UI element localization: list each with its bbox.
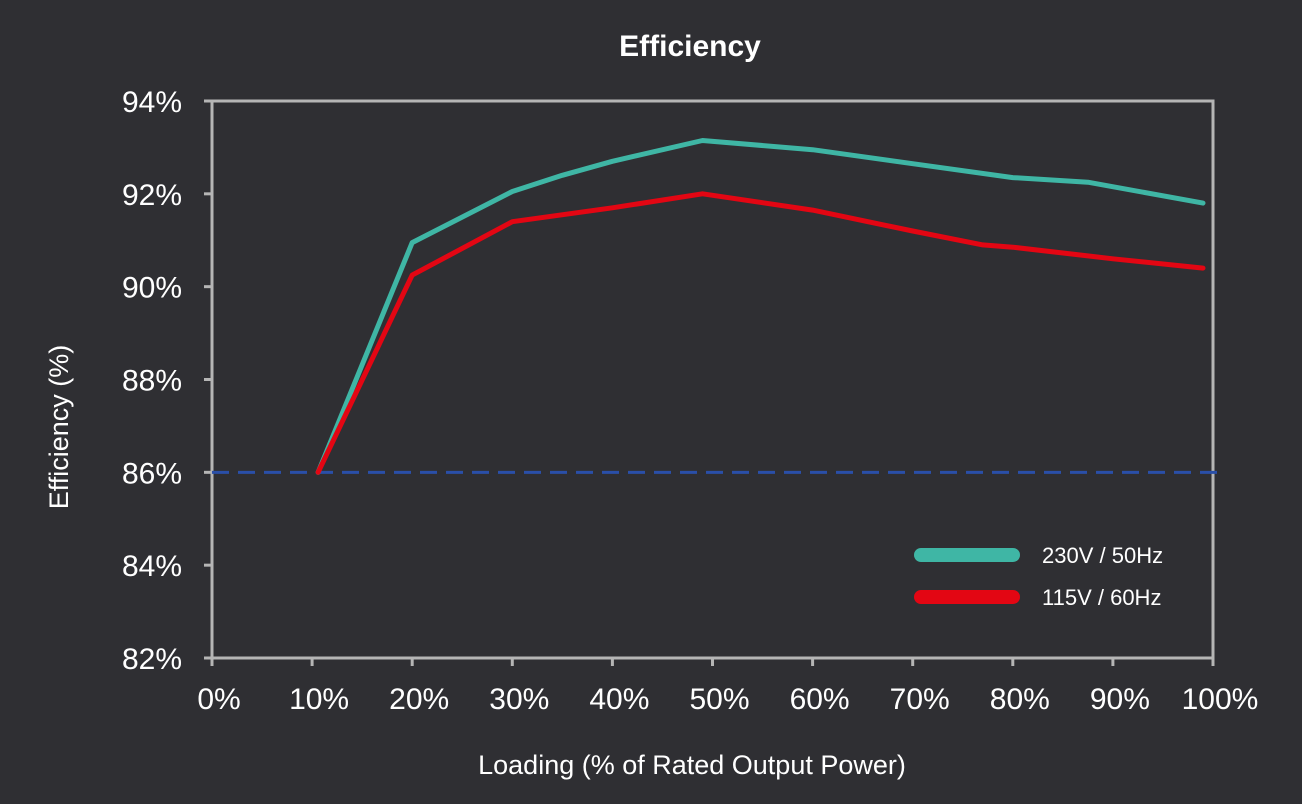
x-tick-label: 100% bbox=[1182, 683, 1259, 716]
y-tick-label: 92% bbox=[122, 179, 182, 212]
x-tick-label: 10% bbox=[289, 683, 349, 716]
x-tick-label: 50% bbox=[689, 683, 749, 716]
series-layer bbox=[315, 138, 1206, 475]
x-tick-label: 70% bbox=[890, 683, 950, 716]
x-tick-label: 90% bbox=[1090, 683, 1150, 716]
x-tick-label: 80% bbox=[990, 683, 1050, 716]
series-line-230v-50hz bbox=[315, 138, 1206, 475]
y-tick-label: 90% bbox=[122, 272, 182, 305]
legend-label: 115V / 60Hz bbox=[1042, 585, 1161, 610]
x-tick-label: 0% bbox=[197, 683, 240, 716]
x-tick-label: 40% bbox=[589, 683, 649, 716]
y-tick-label: 88% bbox=[122, 365, 182, 398]
chart-title: Efficiency bbox=[619, 30, 761, 63]
series-line-115v-60hz bbox=[315, 191, 1206, 475]
x-tick-label: 60% bbox=[790, 683, 850, 716]
y-tick-label: 86% bbox=[122, 457, 182, 490]
legend-label: 230V / 50Hz bbox=[1042, 543, 1163, 568]
y-axis-label: Efficiency (%) bbox=[44, 345, 74, 510]
ticks-layer: 82% 84% 86% 88% 90% 92% 94% 0% 10% 20% 30% 40% 50% 60… bbox=[122, 86, 1258, 716]
legend: 230V / 50Hz 115V / 60Hz bbox=[914, 543, 1163, 610]
x-tick-label: 20% bbox=[389, 683, 449, 716]
y-tick-label: 94% bbox=[122, 86, 182, 119]
x-tick-label: 30% bbox=[489, 683, 549, 716]
y-tick-label: 84% bbox=[122, 550, 182, 583]
x-axis-label: Loading (% of Rated Output Power) bbox=[478, 750, 906, 780]
y-tick-label: 82% bbox=[122, 643, 182, 676]
